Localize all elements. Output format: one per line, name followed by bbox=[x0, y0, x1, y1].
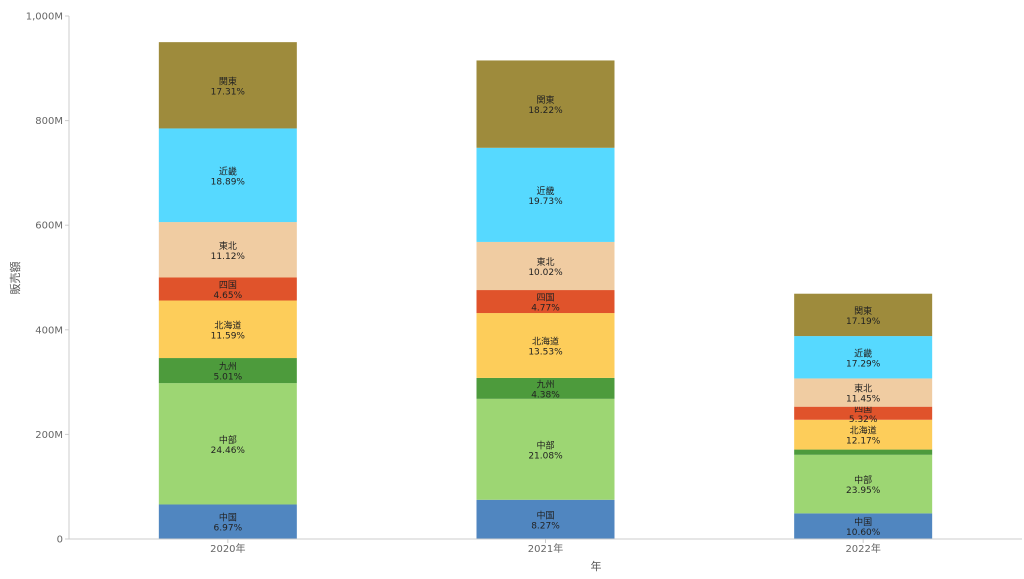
segment-name-label: 東北 bbox=[854, 383, 872, 395]
y-tick-label: 800M bbox=[35, 116, 63, 127]
y-tick-label: 200M bbox=[35, 430, 63, 441]
segment-name-label: 関東 bbox=[219, 75, 237, 87]
bar-segment[interactable] bbox=[476, 241, 615, 291]
segment-value-label: 4.77% bbox=[531, 304, 560, 314]
segment-value-label: 5.32% bbox=[849, 415, 878, 425]
y-tick-label: 0 bbox=[57, 535, 63, 546]
segment-name-label: 近畿 bbox=[854, 347, 872, 359]
bar-segment[interactable] bbox=[158, 128, 297, 223]
segment-name-label: 関東 bbox=[854, 305, 872, 317]
segment-name-label: 中国 bbox=[854, 516, 872, 528]
segment-name-label: 中国 bbox=[219, 512, 237, 524]
segment-value-label: 17.31% bbox=[211, 87, 246, 97]
segment-name-label: 北海道 bbox=[850, 425, 877, 437]
bar-segment[interactable] bbox=[158, 42, 297, 129]
bar-segment[interactable] bbox=[158, 300, 297, 359]
bar-segment[interactable] bbox=[476, 290, 615, 314]
segment-name-label: 近畿 bbox=[536, 185, 554, 197]
segment-value-label: 24.46% bbox=[211, 446, 246, 456]
bar-segment[interactable] bbox=[158, 277, 297, 301]
segment-value-label: 18.22% bbox=[528, 106, 563, 116]
y-axis: 0 200M 400M 600M 800M 1,000M bbox=[26, 12, 70, 546]
bar-segment[interactable] bbox=[794, 378, 933, 407]
segment-name-label: 中部 bbox=[219, 434, 237, 446]
bar-segment[interactable] bbox=[794, 419, 933, 450]
bar-segment[interactable] bbox=[476, 147, 615, 242]
segment-value-label: 10.02% bbox=[528, 268, 563, 278]
bar-segment[interactable] bbox=[476, 313, 615, 378]
segment-value-label: 11.45% bbox=[846, 395, 881, 405]
segment-value-label: 11.59% bbox=[211, 331, 246, 341]
bar-segment[interactable] bbox=[794, 454, 933, 514]
segment-value-label: 4.38% bbox=[531, 390, 560, 400]
segment-value-label: 6.97% bbox=[214, 524, 243, 534]
bar-segment[interactable] bbox=[794, 293, 933, 337]
segment-name-label: 九州 bbox=[219, 362, 237, 373]
bar-segment[interactable] bbox=[158, 358, 297, 384]
x-axis-title: 年 bbox=[591, 559, 602, 573]
segment-name-label: 東北 bbox=[219, 240, 237, 252]
segment-value-label: 12.17% bbox=[846, 437, 881, 447]
segment-name-label: 四国 bbox=[854, 404, 872, 415]
segment-name-label: 中部 bbox=[536, 439, 554, 451]
segment-name-label: 四国 bbox=[219, 280, 237, 291]
segment-value-label: 19.73% bbox=[528, 197, 563, 207]
segment-value-label: 17.19% bbox=[846, 317, 881, 327]
bar-segment[interactable] bbox=[794, 336, 933, 379]
x-tick-label: 2022年 bbox=[845, 542, 880, 555]
segment-value-label: 4.65% bbox=[214, 291, 243, 301]
segment-value-label: 23.95% bbox=[846, 486, 881, 496]
segment-value-label: 11.12% bbox=[211, 252, 246, 262]
segment-name-label: 関東 bbox=[536, 94, 554, 106]
segment-name-label: 中国 bbox=[536, 509, 554, 521]
segment-name-label: 近畿 bbox=[219, 165, 237, 177]
segment-name-label: 九州 bbox=[536, 379, 554, 390]
x-axis: 2020年 2021年 2022年 bbox=[69, 538, 1022, 555]
bar-segment[interactable] bbox=[476, 398, 615, 500]
segment-value-label: 18.89% bbox=[211, 177, 246, 187]
bar-segment[interactable] bbox=[158, 222, 297, 278]
segment-value-label: 17.29% bbox=[846, 359, 881, 369]
y-tick-label: 1,000M bbox=[26, 12, 63, 23]
bar-segment[interactable] bbox=[476, 377, 615, 399]
segment-value-label: 10.60% bbox=[846, 528, 881, 538]
segment-value-label: 13.53% bbox=[528, 347, 563, 357]
bar-segment[interactable] bbox=[794, 406, 933, 420]
x-tick-label: 2020年 bbox=[210, 542, 245, 555]
segment-name-label: 北海道 bbox=[214, 319, 241, 331]
segment-name-label: 四国 bbox=[536, 293, 554, 304]
segment-name-label: 中部 bbox=[854, 474, 872, 486]
y-tick-label: 600M bbox=[35, 221, 63, 232]
bar-segment[interactable] bbox=[476, 499, 615, 539]
segment-value-label: 8.27% bbox=[531, 521, 560, 531]
segment-name-label: 北海道 bbox=[532, 335, 559, 347]
bar-segment[interactable] bbox=[794, 449, 933, 455]
segment-value-label: 5.01% bbox=[214, 373, 243, 383]
bar-segment[interactable] bbox=[158, 504, 297, 539]
y-tick-label: 400M bbox=[35, 325, 63, 336]
segment-name-label: 東北 bbox=[536, 256, 554, 268]
bar-segment[interactable] bbox=[476, 60, 615, 148]
y-axis-title: 販売額 bbox=[9, 262, 22, 295]
x-tick-label: 2021年 bbox=[528, 542, 563, 555]
bar-segment[interactable] bbox=[794, 513, 933, 539]
bar-segment[interactable] bbox=[158, 383, 297, 505]
bars: 中国6.97%中部24.46%九州5.01%北海道11.59%四国4.65%東北… bbox=[158, 42, 933, 539]
segment-value-label: 21.08% bbox=[528, 451, 563, 461]
